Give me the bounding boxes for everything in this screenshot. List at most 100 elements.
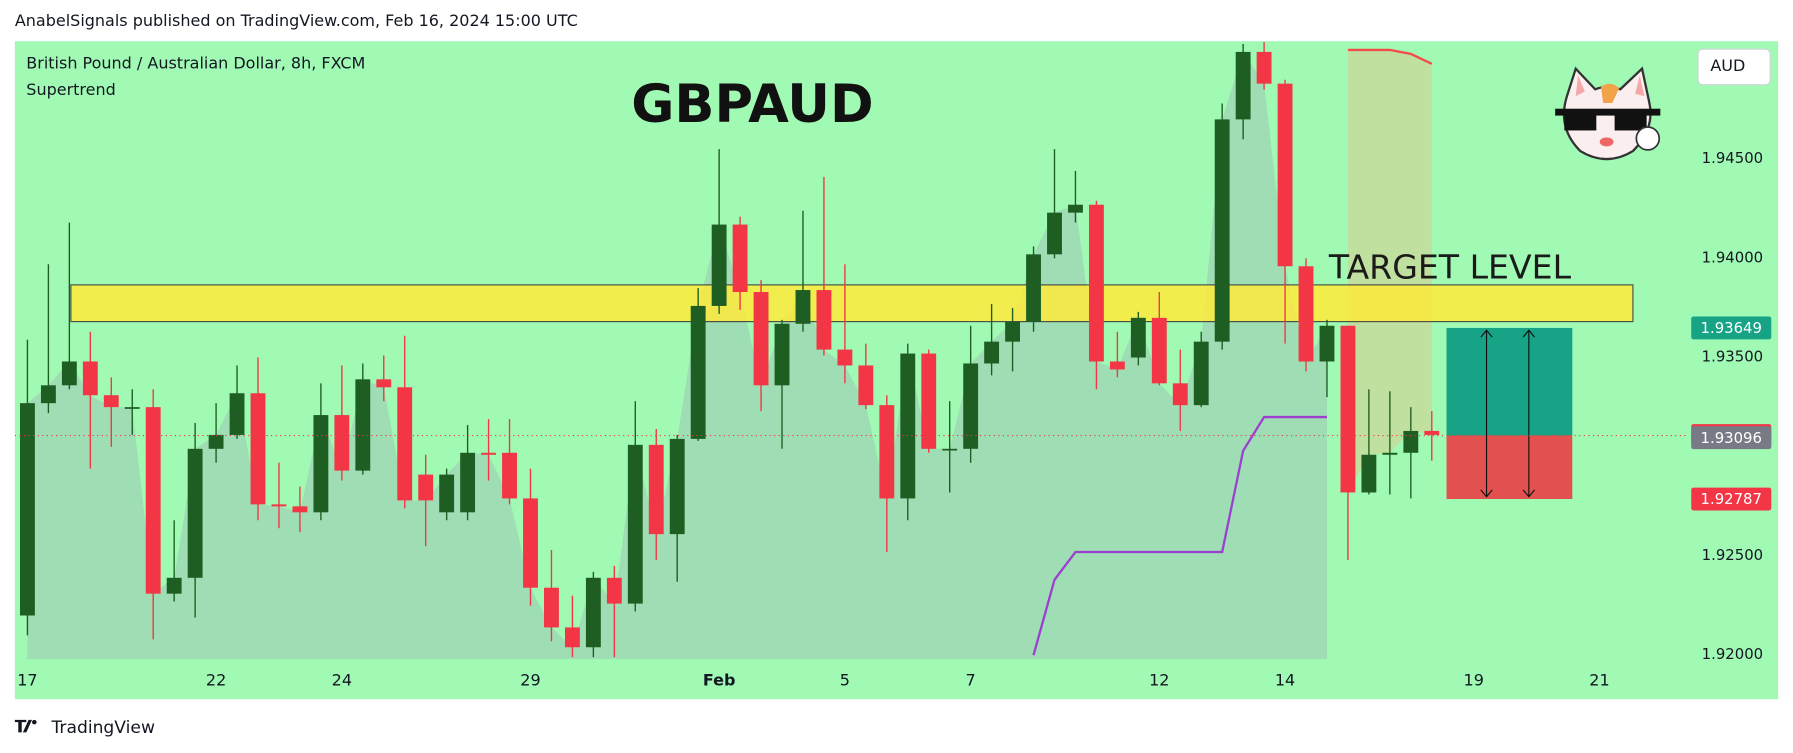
candle-body [690, 305, 706, 439]
candle-body [1193, 341, 1209, 406]
arrow-head [1480, 329, 1493, 338]
candle-body [585, 577, 601, 648]
candle-body [1319, 325, 1335, 362]
candle-body [418, 474, 434, 501]
y-tick-label: 1.94500 [1702, 149, 1763, 167]
candle-body [61, 361, 77, 386]
candle-body [124, 407, 140, 409]
candle-body [481, 452, 497, 455]
candle-body [627, 444, 643, 604]
price-tag-label: 1.92787 [1701, 490, 1762, 508]
price-tag [1691, 487, 1772, 511]
chart-title: GBPAUD [631, 74, 873, 135]
x-tick-label: 24 [332, 670, 352, 689]
arrow-head [1522, 489, 1536, 498]
candle-body [439, 474, 455, 513]
x-tick-label: 17 [17, 670, 37, 689]
candle-body [1026, 254, 1041, 322]
x-tick-label: 22 [206, 670, 226, 689]
brand: TradingView [50, 718, 155, 738]
candle-body [1361, 454, 1377, 493]
candle-body [1088, 204, 1104, 362]
candle-body [816, 290, 832, 350]
candle-body [502, 452, 517, 499]
trend-fill-down [1347, 49, 1432, 493]
candle-body [1403, 430, 1419, 453]
candle-body [921, 353, 937, 449]
currency-button[interactable] [1697, 48, 1771, 86]
candle-body [229, 393, 245, 435]
arrow-head [1480, 489, 1493, 498]
trend-fill [27, 51, 1327, 660]
candle-body [984, 341, 1000, 364]
candle-body [103, 395, 119, 408]
candle-body [187, 448, 203, 578]
supertrend-up [1032, 415, 1327, 656]
candle-body [1214, 119, 1230, 342]
y-tick-label: 1.94000 [1702, 248, 1763, 266]
candle-body [40, 385, 56, 404]
price-tag [1691, 426, 1772, 450]
candle-body [753, 292, 769, 386]
candle-body [460, 452, 476, 513]
candle-body [523, 498, 538, 588]
candle-body [837, 349, 853, 366]
x-tick-label: 5 [840, 670, 850, 689]
x-tick-label: 21 [1589, 670, 1609, 689]
candle-body [355, 379, 371, 471]
x-tick-label: 29 [520, 670, 540, 689]
candle-body [1005, 321, 1021, 342]
price-tag-label: 1.93649 [1701, 319, 1762, 337]
currency-label: AUD [1710, 56, 1745, 75]
x-tick-label: 12 [1149, 670, 1169, 689]
candle-body [166, 577, 182, 594]
candle-body [732, 224, 748, 293]
symbol-label: British Pound / Australian Dollar, 8h, F… [26, 54, 365, 73]
candle-body [1424, 430, 1440, 435]
supertrend-down [1347, 48, 1433, 65]
candle-body [795, 290, 811, 324]
candle-body [711, 224, 727, 306]
candle-body [942, 448, 958, 451]
plot: 1.92000 1.92500 1.93500 1.94000 1.94500 17 22 2… [14, 41, 1772, 689]
candle-body [606, 577, 622, 604]
candle-body [1068, 204, 1083, 213]
candle-body [1340, 325, 1356, 493]
y-tick-label: 1.93500 [1702, 348, 1763, 366]
mascot [1555, 66, 1661, 161]
target-box [1446, 327, 1573, 436]
target-zone [70, 284, 1634, 323]
x-tick-label: 7 [966, 670, 976, 689]
price-tag [1691, 316, 1772, 340]
candle-body [292, 506, 308, 513]
price-tag-label: 1.93096 [1701, 429, 1762, 447]
x-tick-label: 19 [1464, 670, 1484, 689]
candle-body [669, 438, 685, 535]
candle-body [1235, 51, 1251, 120]
candle-body [313, 415, 329, 513]
candle-body [963, 363, 979, 449]
candle-body [250, 393, 266, 505]
publish-header: AnabelSignals published on TradingView.c… [15, 11, 578, 30]
y-tick-label: 1.92500 [1702, 546, 1763, 564]
candle-body [900, 353, 916, 499]
arrow-head [1522, 329, 1536, 338]
candle-body [879, 405, 895, 499]
candle-body [858, 365, 874, 406]
candle-body [564, 627, 580, 648]
candle-body [1382, 452, 1398, 455]
candle-body [1298, 266, 1314, 362]
indicator-label: Supertrend [26, 80, 115, 99]
candle-body [376, 379, 392, 388]
candle-body [20, 403, 35, 616]
candle-body [334, 415, 350, 471]
x-tick-label: Feb [703, 670, 736, 689]
candle-body [1109, 361, 1125, 370]
candle-body [397, 387, 413, 501]
candle-body [208, 434, 224, 449]
candle-body [1130, 317, 1146, 358]
stop-box [1446, 435, 1573, 500]
candle-body [1047, 212, 1062, 255]
candle-body [271, 504, 287, 507]
